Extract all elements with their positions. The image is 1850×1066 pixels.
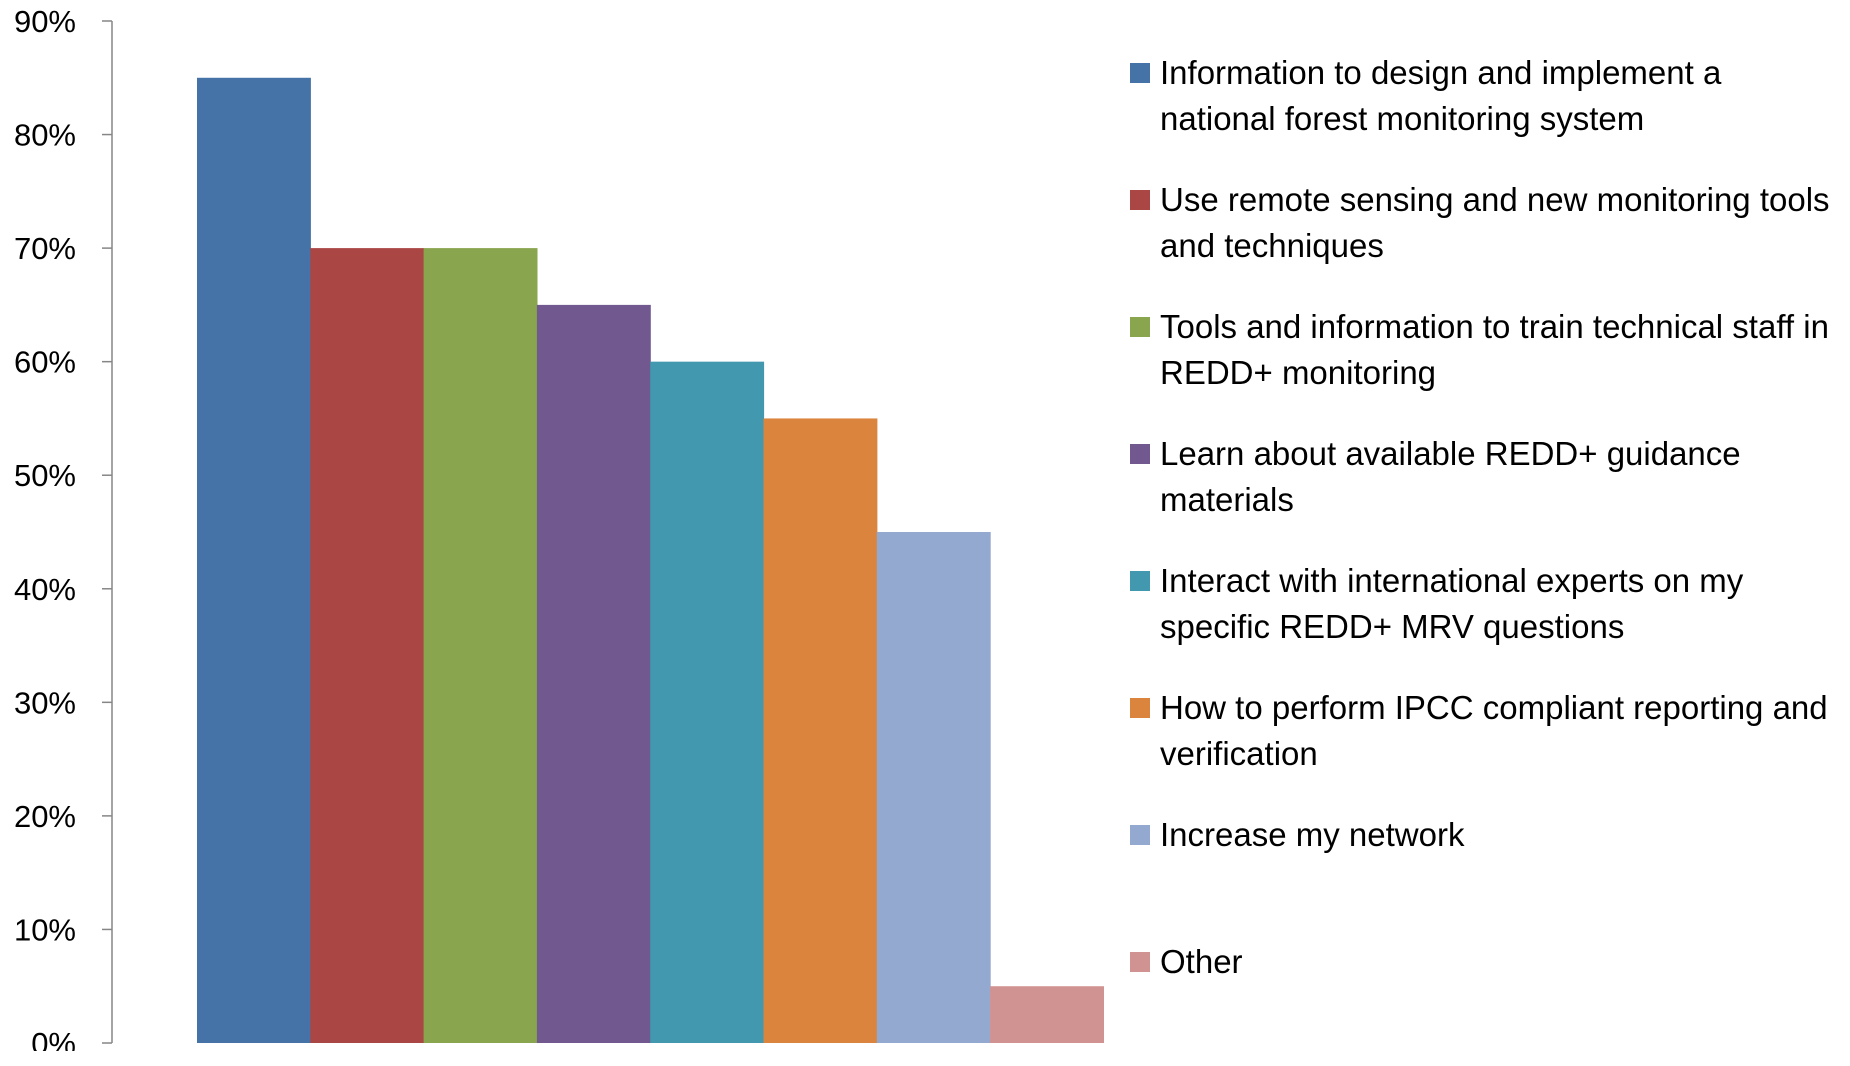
legend-swatch [1130, 63, 1150, 83]
legend-item: Learn about available REDD+ guidance mat… [1130, 431, 1840, 558]
bar [197, 77, 311, 1044]
legend-swatch [1130, 444, 1150, 464]
legend-label: Tools and information to train technical… [1160, 308, 1829, 391]
legend-label: How to perform IPCC compliant reporting … [1160, 689, 1828, 772]
legend-label: Interact with international experts on m… [1160, 562, 1744, 645]
legend-label: Other [1160, 943, 1243, 980]
bar [763, 418, 878, 1043]
bars [197, 77, 1104, 1044]
legend-label: Use remote sensing and new monitoring to… [1160, 181, 1830, 264]
legend-item: Tools and information to train technical… [1130, 304, 1840, 431]
legend-swatch [1130, 190, 1150, 210]
legend-swatch [1130, 571, 1150, 591]
legend-label: Increase my network [1160, 816, 1465, 853]
legend-swatch [1130, 698, 1150, 718]
bar [650, 361, 765, 1044]
y-axis: 0% 10% 20% 30% 40% 50% 60% 70% 80% 90% [14, 4, 113, 1061]
bar [876, 532, 991, 1043]
y-tick-label: 70% [14, 231, 76, 266]
legend-item: Information to design and implement a na… [1130, 50, 1840, 177]
legend: Information to design and implement a na… [1130, 50, 1840, 1066]
y-tick-label: 10% [14, 912, 76, 947]
legend-item: Interact with international experts on m… [1130, 558, 1840, 685]
legend-item: Other [1130, 939, 1840, 1066]
legend-item: Use remote sensing and new monitoring to… [1130, 177, 1840, 304]
legend-label: Information to design and implement a na… [1160, 54, 1722, 137]
legend-swatch [1130, 825, 1150, 845]
bar [990, 986, 1104, 1043]
bar [310, 248, 425, 1044]
y-tick-label: 20% [14, 799, 76, 834]
y-tick-label: 0% [31, 1026, 76, 1051]
legend-label: Learn about available REDD+ guidance mat… [1160, 435, 1741, 518]
y-tick-label: 40% [14, 572, 76, 607]
bar [423, 248, 538, 1044]
bar [536, 304, 651, 1043]
legend-item: How to perform IPCC compliant reporting … [1130, 685, 1840, 812]
y-tick-label: 80% [14, 118, 76, 153]
y-tick-label: 60% [14, 345, 76, 380]
y-tick-label: 90% [14, 4, 76, 39]
y-tick-label: 30% [14, 685, 76, 720]
legend-swatch [1130, 317, 1150, 337]
y-tick-label: 50% [14, 458, 76, 493]
legend-swatch [1130, 952, 1150, 972]
legend-item: Increase my network [1130, 812, 1840, 939]
